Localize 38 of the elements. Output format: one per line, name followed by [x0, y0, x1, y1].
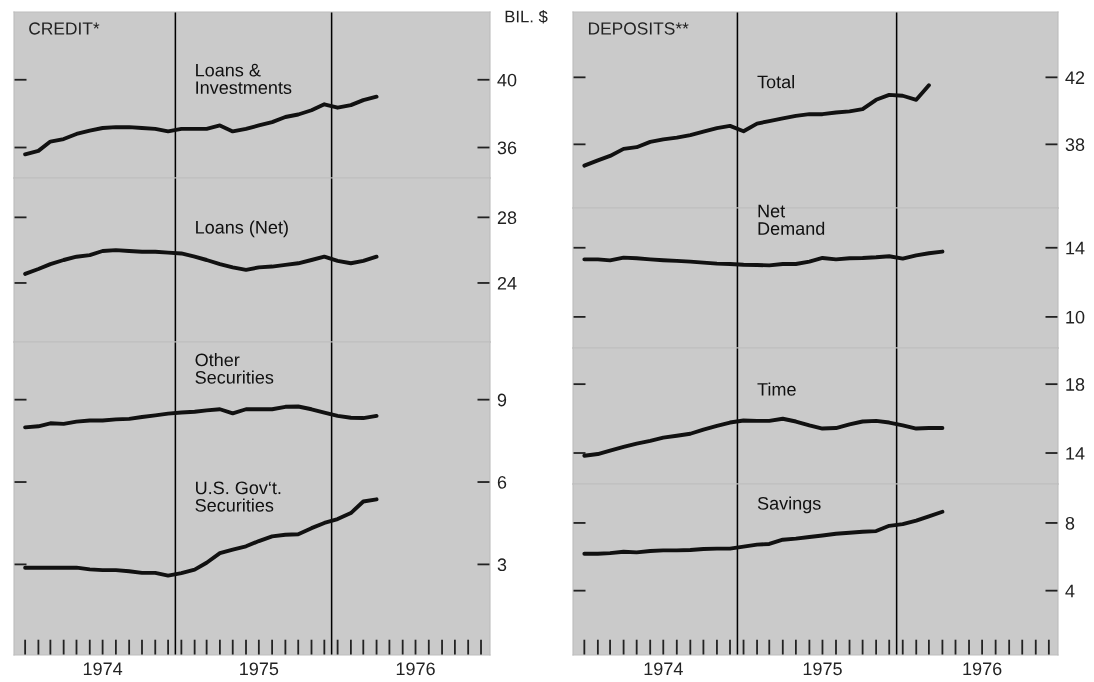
y-tick-label: 3: [497, 558, 507, 572]
series-label: Net Demand: [758, 204, 825, 235]
y-tick-label: 24: [497, 276, 517, 290]
y-tick-label: 18: [1066, 378, 1085, 391]
y-tick-label: 4: [1065, 584, 1075, 598]
y-tick-label: 14: [1066, 447, 1085, 460]
x-tick-label: 1975: [803, 662, 842, 676]
y-axis-title: BIL. $: [505, 9, 548, 24]
x-tick-label: 1976: [396, 662, 435, 676]
y-tick-label: 8: [1065, 516, 1075, 530]
series-label: U.S. Gov‘t. Securities: [195, 481, 281, 512]
x-tick-label: 1976: [963, 662, 1002, 676]
y-tick-label: 38: [1065, 138, 1085, 152]
series-label: Loans (Net): [196, 220, 288, 238]
series-label: Other Securities: [195, 353, 274, 384]
y-tick-label: 10: [1066, 310, 1085, 324]
series-label: Total: [757, 75, 794, 89]
line-series: [23, 497, 379, 578]
y-tick-label: 14: [1066, 241, 1085, 255]
y-tick-label: 36: [497, 141, 517, 155]
line-series: [23, 94, 379, 157]
y-tick-label: 40: [497, 73, 517, 87]
x-tick-label: 1975: [240, 662, 279, 676]
y-tick-label: 42: [1065, 71, 1085, 84]
series-label: Loans & Investments: [196, 63, 292, 95]
y-tick-label: 28: [497, 211, 517, 225]
series-label: Time: [757, 382, 796, 396]
x-tick-label: 1974: [644, 662, 683, 676]
line-series: [23, 248, 379, 276]
line-series: [582, 249, 945, 268]
x-tick-label: 1974: [83, 662, 123, 676]
line-series: [23, 404, 379, 430]
y-tick-label: 9: [497, 393, 507, 407]
chart-title: CREDIT*: [29, 22, 100, 35]
chart-title: DEPOSITS**: [588, 22, 689, 35]
series-label: Savings: [757, 496, 821, 514]
y-tick-label: 6: [497, 475, 507, 489]
line-series: [582, 416, 945, 458]
